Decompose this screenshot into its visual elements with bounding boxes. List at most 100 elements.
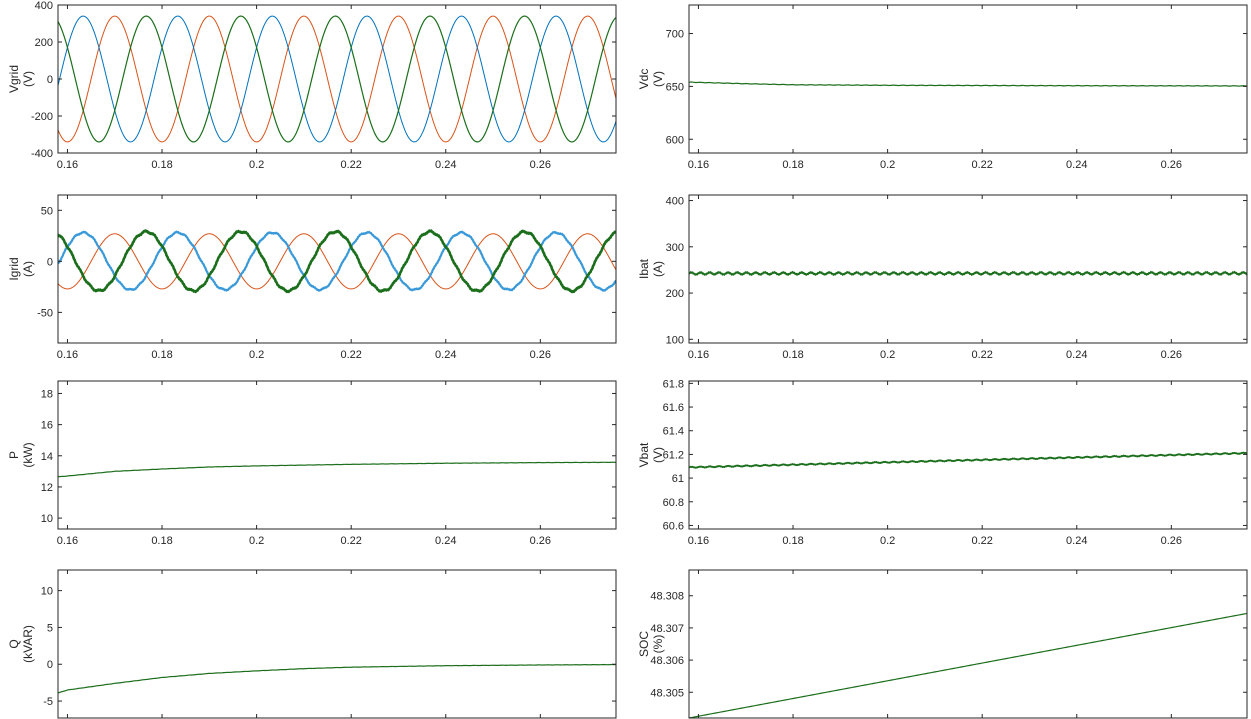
chart-vgrid: 0.16 0.18 0.2 0.22 0.24 0.26 400 200 0 -200 -400 Vg… [7, 0, 617, 171]
x-tick-label: 0.18 [782, 349, 803, 361]
x-tick-label: 0.22 [971, 349, 992, 361]
chart-p: 0.16 0.18 0.2 0.22 0.24 0.26 18 16 14 12 10 P(kW) [7, 380, 617, 547]
y-axis-label-line: (V) [651, 71, 665, 87]
series-line-1 [689, 81, 1247, 87]
x-tick-label: 0.18 [782, 535, 803, 547]
y-axis-label: Vdc(V) [637, 69, 665, 90]
y-tick-label: 12 [41, 482, 53, 494]
series-line-1 [58, 663, 616, 694]
y-tick-label: 50 [41, 205, 53, 217]
series-group [689, 270, 1247, 276]
y-tick-label: 48.305 [650, 687, 684, 699]
series-group [58, 663, 616, 694]
x-tick-label: 0.2 [249, 349, 264, 361]
x-tick-label: 0.16 [57, 159, 78, 171]
series-group [689, 451, 1247, 469]
plot-frame [57, 569, 617, 719]
y-tick-label: 5 [47, 622, 53, 634]
y-tick-label: -400 [31, 148, 53, 160]
y-axis-label-line: (%) [651, 635, 665, 654]
y-axis-label-line: (kW) [21, 442, 35, 467]
series-line-3 [58, 229, 616, 294]
chart-vdc: 0.16 0.18 0.2 0.22 0.24 0.26 700 650 600 Vdc(V) [637, 4, 1248, 171]
series-group [58, 229, 616, 294]
y-tick-label: 48.306 [650, 655, 684, 667]
x-tick-label: 0.16 [57, 535, 78, 547]
y-tick-label: 200 [35, 37, 53, 49]
series-group [689, 612, 1247, 718]
y-tick-label: 60.8 [663, 497, 684, 509]
y-tick-label: 14 [41, 451, 53, 463]
chart-igrid: 0.16 0.18 0.2 0.22 0.24 0.26 50 0 -50 Igrid(A) [7, 194, 617, 361]
series-line-2 [58, 15, 616, 143]
y-axis-label-line: Ibat [637, 258, 651, 279]
x-tick-label: 0.22 [340, 349, 361, 361]
y-tick-label: 61.6 [663, 402, 684, 414]
x-tick-label: 0.18 [151, 535, 172, 547]
y-axis-label-line: (V) [21, 71, 35, 87]
x-tick-label: 0.18 [782, 159, 803, 171]
y-tick-label: 100 [666, 334, 684, 346]
plot-frame [688, 380, 1248, 530]
x-tick-label: 0.16 [688, 159, 709, 171]
y-tick-label: 60.6 [663, 520, 684, 532]
series-line-1 [689, 270, 1247, 276]
y-tick-label: 10 [41, 513, 53, 525]
x-tick-label: 0.24 [1066, 535, 1087, 547]
x-tick-label: 0.22 [971, 159, 992, 171]
y-axis-label-line: (kVAR) [21, 625, 35, 663]
x-tick-label: 0.18 [151, 349, 172, 361]
chart-ibat: 0.16 0.18 0.2 0.22 0.24 0.26 400 300 200 100 Ibat(… [637, 194, 1248, 361]
y-tick-label: 48.308 [650, 591, 684, 603]
y-axis-label-line: (A) [651, 261, 665, 277]
x-tick-label: 0.24 [1066, 349, 1087, 361]
x-tick-label: 0.26 [530, 535, 551, 547]
y-tick-label: 650 [666, 81, 684, 93]
y-axis-label: P(kW) [7, 442, 35, 467]
x-tick-label: 0.26 [1161, 535, 1182, 547]
y-axis-label: Ibat(A) [637, 258, 665, 279]
plot-frame [57, 380, 617, 530]
x-tick-label: 0.24 [435, 349, 456, 361]
y-axis-label-line: Vbat [637, 442, 651, 467]
x-tick-label: 0.26 [1161, 349, 1182, 361]
y-axis-label-line: P [7, 451, 21, 459]
y-tick-label: 0 [47, 256, 53, 268]
y-tick-label: 48.307 [650, 623, 684, 635]
y-tick-label: 0 [47, 659, 53, 671]
y-tick-label: 300 [666, 242, 684, 254]
y-axis-label: Vbat(V) [637, 442, 665, 467]
x-tick-label: 0.26 [530, 159, 551, 171]
y-axis-label-line: Vdc [637, 69, 651, 90]
y-tick-label: 61.8 [663, 378, 684, 390]
x-tick-label: 0.24 [435, 159, 456, 171]
x-tick-label: 0.2 [249, 159, 264, 171]
series-line-3 [58, 15, 616, 143]
y-axis-label-line: Vgrid [7, 65, 21, 93]
x-tick-label: 0.22 [340, 535, 361, 547]
series-line-1 [689, 612, 1247, 718]
y-axis-label-line: SOC [637, 631, 651, 657]
x-tick-label: 0.22 [971, 535, 992, 547]
series-group [58, 15, 616, 143]
x-tick-label: 0.24 [1066, 159, 1087, 171]
chart-q: 0.160.180.20.220.240.261050-5Q(kVAR) [7, 569, 617, 719]
y-tick-label: -5 [43, 696, 53, 708]
x-tick-label: 0.24 [435, 535, 456, 547]
plot-frame [688, 569, 1248, 719]
x-tick-label: 0.26 [1161, 159, 1182, 171]
y-tick-label: 400 [666, 196, 684, 208]
y-axis-label-line: Q [7, 639, 21, 648]
x-tick-label: 0.2 [880, 349, 895, 361]
y-tick-label: 700 [666, 29, 684, 41]
series-line-1 [689, 451, 1247, 469]
x-tick-label: 0.26 [530, 349, 551, 361]
y-tick-label: 600 [666, 134, 684, 146]
x-tick-label: 0.16 [57, 349, 78, 361]
y-axis-label: Vgrid(V) [7, 65, 35, 93]
x-tick-label: 0.16 [688, 349, 709, 361]
y-axis-label: Igrid(A) [7, 257, 35, 280]
y-axis-label-line: (V) [651, 447, 665, 463]
x-tick-label: 0.16 [688, 535, 709, 547]
